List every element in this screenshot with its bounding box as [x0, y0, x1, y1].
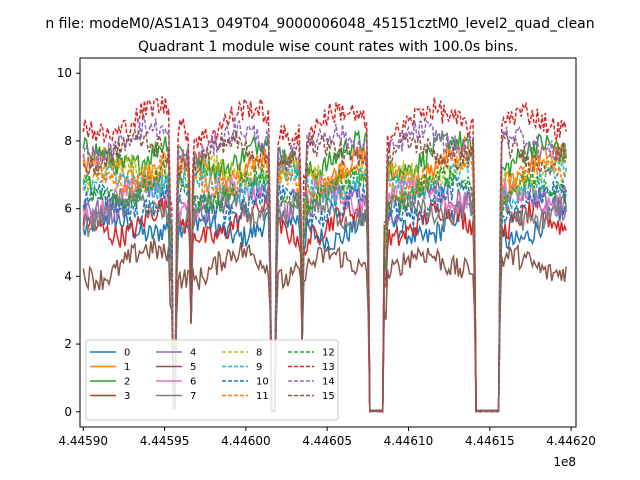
legend-label: 13	[322, 362, 335, 373]
legend-label: 0	[124, 348, 130, 359]
series-lines	[82, 96, 567, 414]
y-tick-label: 8	[64, 134, 72, 148]
legend-label: 5	[190, 362, 196, 373]
x-offset-label: 1e8	[553, 455, 576, 469]
x-tick-label: 4.44605	[302, 434, 352, 448]
series-line-15	[82, 127, 567, 413]
legend-label: 4	[190, 348, 196, 359]
legend-label: 12	[322, 348, 335, 359]
figure-suptitle: n file: modeM0/AS1A13_049T04_9000006048_…	[45, 16, 594, 32]
y-tick-label: 10	[57, 66, 72, 80]
y-tick-label: 0	[64, 405, 72, 419]
legend-label: 14	[322, 377, 335, 388]
legend-label: 7	[190, 391, 196, 402]
legend-label: 15	[322, 391, 335, 402]
legend-label: 9	[256, 362, 262, 373]
legend-label: 3	[124, 391, 130, 402]
y-tick-label: 2	[64, 337, 72, 351]
legend-label: 2	[124, 377, 130, 388]
legend-label: 1	[124, 362, 130, 373]
x-axis-ticks: 4.44590 4.44595 4.44600 4.44605 4.44610 4.446…	[58, 427, 596, 448]
x-tick-label: 4.44595	[140, 434, 190, 448]
chart-title: Quadrant 1 module wise count rates with …	[138, 39, 518, 55]
x-tick-label: 4.44615	[465, 434, 515, 448]
legend-label: 11	[256, 391, 269, 402]
x-tick-label: 4.44590	[58, 434, 108, 448]
legend-box	[85, 339, 339, 421]
x-tick-label: 4.44600	[221, 434, 271, 448]
x-tick-label: 4.44610	[384, 434, 434, 448]
series-line-14	[82, 115, 567, 413]
legend-label: 10	[256, 377, 269, 388]
y-tick-label: 4	[64, 269, 72, 283]
legend-label: 6	[190, 377, 196, 388]
legend-label: 8	[256, 348, 262, 359]
plot-frame	[79, 57, 577, 428]
y-tick-label: 6	[64, 202, 72, 216]
x-tick-label: 4.44620	[546, 434, 596, 448]
y-axis-ticks: 0 2 4 6 8 10	[57, 66, 80, 419]
